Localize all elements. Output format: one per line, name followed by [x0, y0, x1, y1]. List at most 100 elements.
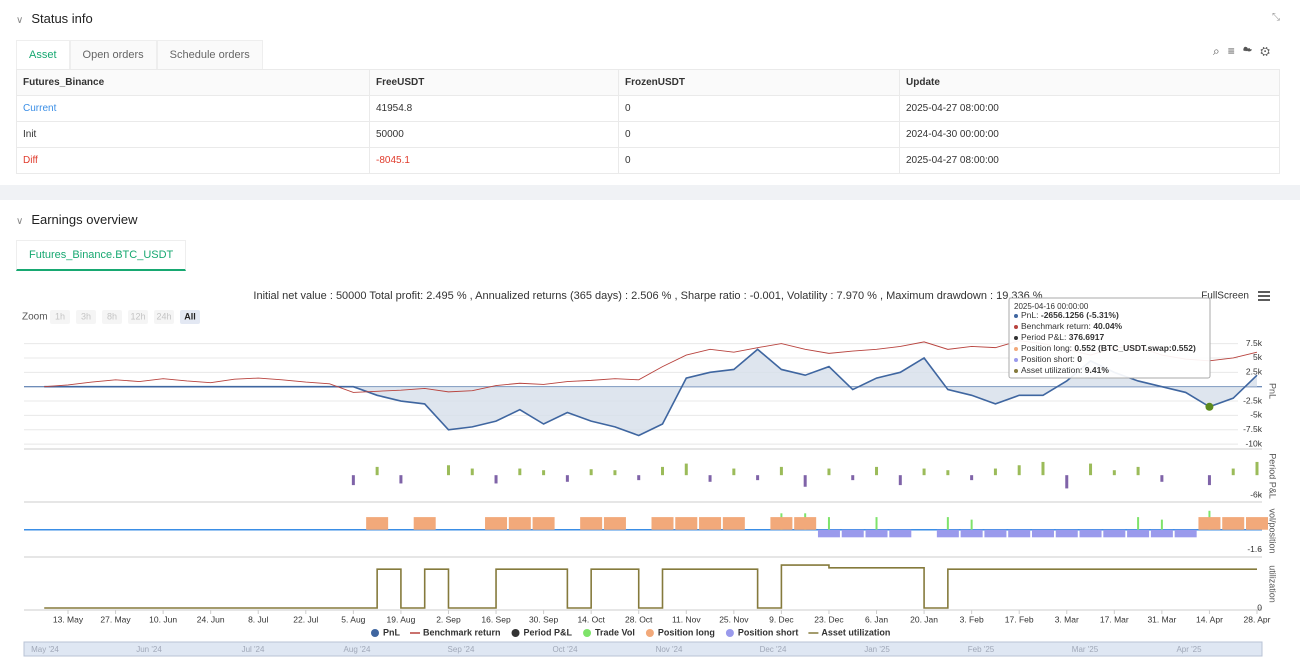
tooltip-label: Position short: 0: [1021, 354, 1082, 364]
asset-table: Futures_Binance FreeUSDT FrozenUSDT Update …: [16, 69, 1280, 174]
tooltip-dot: [1014, 336, 1018, 340]
toolbar-icons[interactable]: ⌕≡☁⚙: [1212, 44, 1278, 58]
x-tick-label: 14. Apr: [1196, 614, 1223, 624]
tooltip-value: -2656.1256 (-5.31%): [1041, 310, 1119, 320]
navigator-label: Sep '24: [448, 645, 475, 654]
legend-label[interactable]: Benchmark return: [423, 627, 501, 637]
zoom-button[interactable]: [76, 310, 96, 324]
tab[interactable]: Asset: [16, 40, 70, 71]
bar: [589, 469, 593, 476]
y-tick-label: -10k: [1245, 438, 1262, 448]
cell: 2025-04-27 08:00:00: [899, 95, 1280, 122]
zoom-button-label[interactable]: 12h: [130, 311, 145, 321]
bar: [675, 517, 698, 530]
x-tick-label: 6. Jan: [865, 614, 888, 624]
bar: [699, 517, 722, 530]
x-tick-label: 23. Dec: [814, 614, 844, 624]
bar: [1127, 529, 1150, 538]
tooltip-dot: [1014, 369, 1018, 373]
bar: [1103, 529, 1126, 538]
legend-label[interactable]: Position long: [658, 627, 715, 637]
bar: [603, 517, 626, 530]
zoom-button[interactable]: [102, 310, 122, 324]
zoom-button-label[interactable]: 3h: [81, 311, 91, 321]
bar: [851, 475, 855, 481]
zoom-button-label[interactable]: All: [184, 311, 196, 321]
bar: [794, 517, 817, 530]
bar: [446, 465, 450, 476]
y-axis-title: Period P&L: [1268, 453, 1278, 499]
bar: [1112, 470, 1116, 476]
bar: [613, 470, 617, 476]
zoom-button[interactable]: [180, 310, 200, 324]
bar: [770, 517, 793, 530]
bar: [779, 466, 783, 476]
y-tick-label: 7.5k: [1246, 338, 1263, 348]
expand-icon[interactable]: ⤡: [1272, 12, 1280, 23]
navigator-label: Jan '25: [864, 645, 890, 654]
tooltip-value: 9.41%: [1085, 365, 1110, 375]
bar: [1174, 529, 1197, 538]
cell: 0: [618, 121, 900, 148]
tab[interactable]: Futures_Binance.BTC_USDT: [16, 240, 187, 271]
zoom-button[interactable]: [154, 310, 174, 324]
column-header: FrozenUSDT: [618, 69, 900, 96]
bar: [637, 475, 641, 481]
x-tick-label: 13. May: [53, 614, 84, 624]
tooltip: [1008, 297, 1211, 379]
zoom-button-label[interactable]: 24h: [156, 311, 171, 321]
bar: [1065, 475, 1069, 489]
bar: [1222, 517, 1245, 530]
bar: [889, 529, 912, 538]
bar: [661, 466, 664, 476]
y-tick-label: -6k: [1250, 489, 1263, 499]
x-tick-label: 10. Jun: [149, 614, 177, 624]
zoom-button-label[interactable]: 8h: [107, 311, 117, 321]
status-tabs: Asset Open orders Schedule orders: [16, 40, 263, 71]
tab[interactable]: Schedule orders: [156, 40, 263, 70]
cell: 50000: [369, 121, 619, 148]
cell: 0: [618, 147, 900, 174]
legend-label[interactable]: Trade Vol: [595, 627, 635, 637]
tooltip-dot: [1014, 314, 1018, 318]
y-tick-label: -2.5k: [1243, 395, 1263, 405]
bar: [1150, 529, 1173, 538]
bar: [1198, 517, 1221, 530]
bar: [399, 475, 403, 484]
tooltip-label: Position long: 0.552 (BTC_USDT.swap:0.55…: [1021, 343, 1196, 353]
legend-label[interactable]: Position short: [738, 627, 799, 637]
line: [44, 348, 1258, 437]
column-header: FreeUSDT: [369, 69, 619, 96]
navigator: [23, 641, 1263, 657]
y-tick-label: -1.6: [1247, 544, 1262, 554]
y-tick-label: 5k: [1253, 352, 1263, 362]
y-tick-label: 2.5k: [1246, 367, 1263, 377]
fullscreen-button[interactable]: FullScreen: [1201, 291, 1249, 302]
bar: [508, 517, 531, 530]
bar: [970, 475, 974, 481]
tooltip-label: Period P&L: 376.6917: [1021, 332, 1104, 342]
zoom-button-label[interactable]: 1h: [55, 311, 65, 321]
zoom-button[interactable]: [50, 310, 70, 324]
x-tick-label: 3. Feb: [960, 614, 984, 624]
legend-label[interactable]: Asset utilization: [821, 627, 890, 637]
tooltip-key: Position long:: [1021, 343, 1074, 353]
tooltip-key: PnL:: [1021, 310, 1041, 320]
status-header[interactable]: ∨ Status info: [16, 11, 93, 26]
earnings-header[interactable]: ∨ Earnings overview: [16, 212, 138, 227]
earnings-title: Earnings overview: [31, 212, 138, 227]
bar: [1041, 461, 1045, 476]
bar: [970, 519, 973, 530]
bar: [1160, 519, 1163, 530]
menu-icon[interactable]: [1258, 291, 1270, 301]
legend-label[interactable]: Period P&L: [524, 627, 573, 637]
zoom-button[interactable]: [128, 310, 148, 324]
legend-label[interactable]: PnL: [383, 627, 401, 637]
tab[interactable]: Open orders: [69, 40, 157, 70]
navigator-label: Feb '25: [968, 645, 995, 654]
bar: [875, 466, 879, 476]
x-tick-label: 8. Jul: [248, 614, 268, 624]
column-header: Update: [899, 69, 1280, 96]
tooltip-label: Asset utilization: 9.41%: [1021, 365, 1109, 375]
bar: [532, 517, 555, 530]
